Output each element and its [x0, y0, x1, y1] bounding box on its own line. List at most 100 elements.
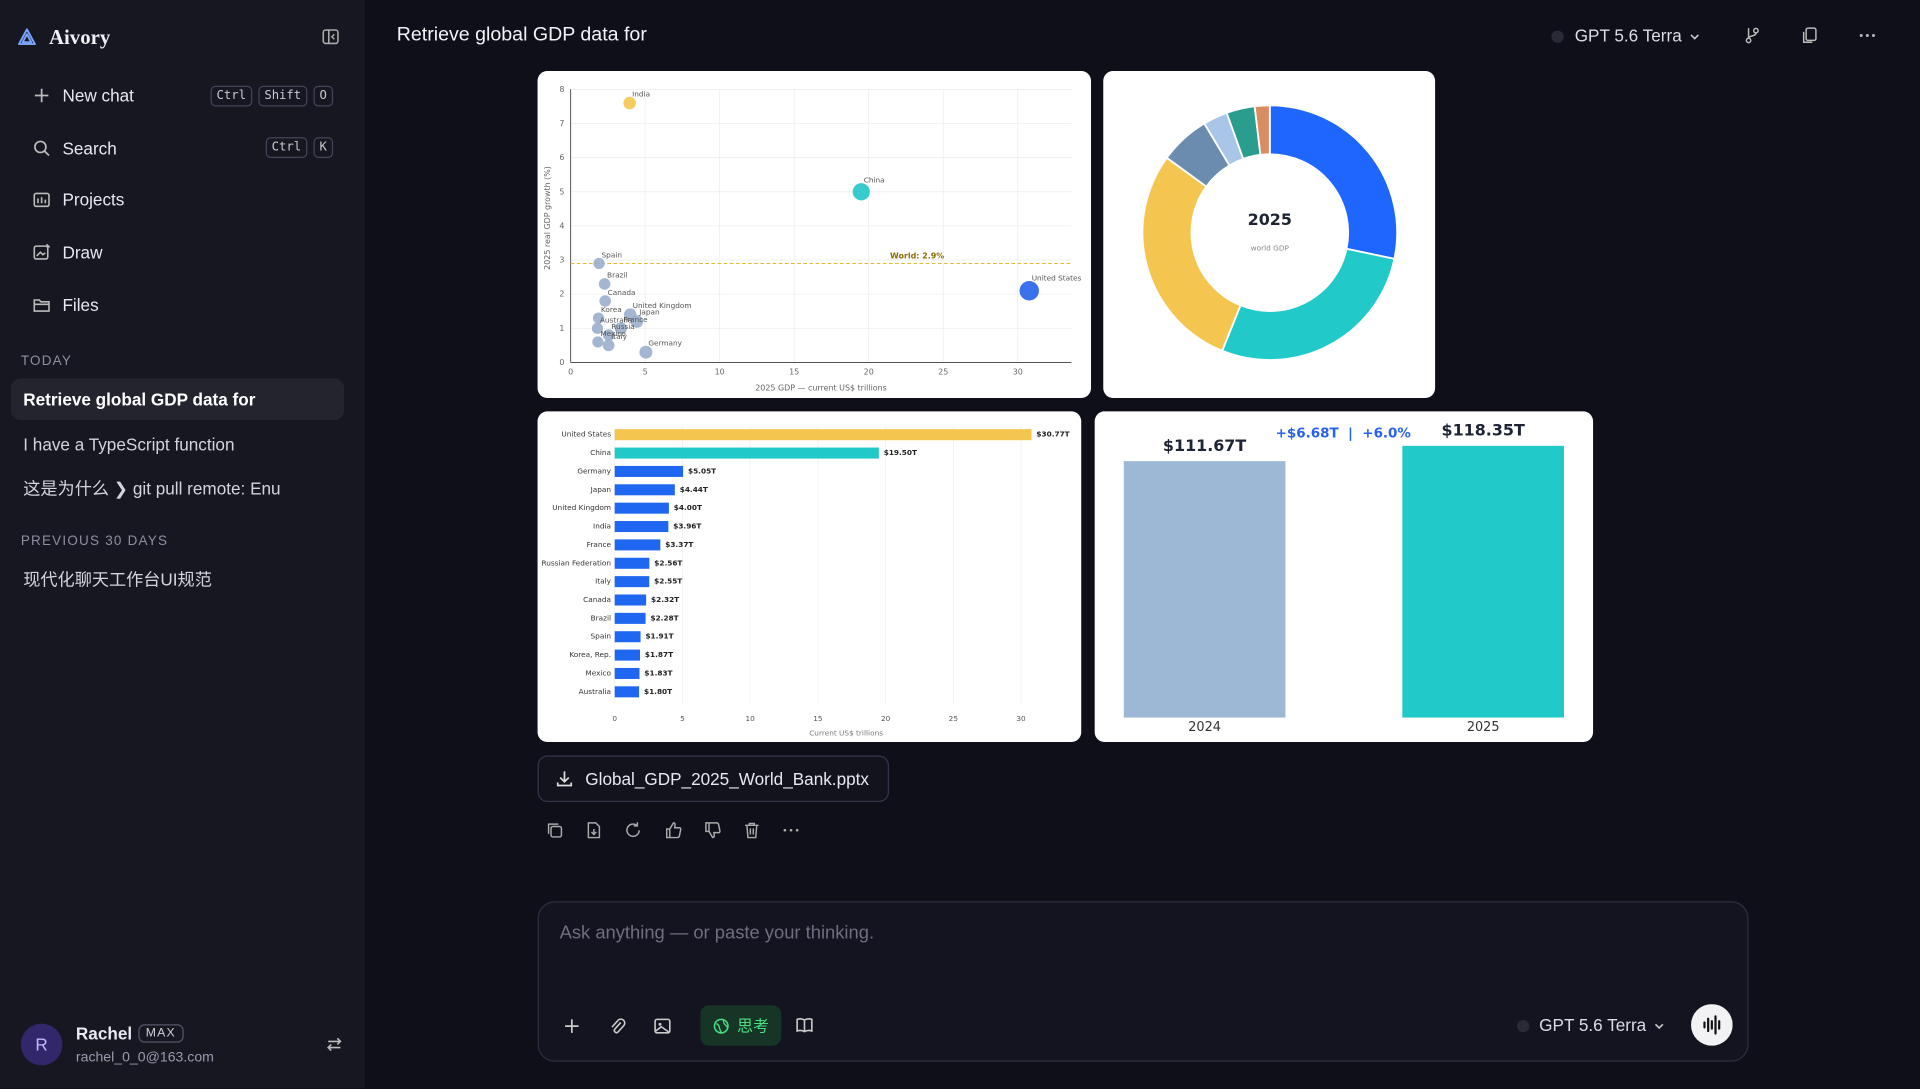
- regenerate-button[interactable]: [624, 820, 644, 840]
- chart-card[interactable]: $111.67T 2024 $118.35T 2025 +$6.68T | +6.0%: [1094, 411, 1594, 743]
- value-label: $19.50T: [884, 448, 917, 457]
- chat-item[interactable]: Retrieve global GDP data for: [11, 378, 345, 421]
- value-label: $1.91T: [645, 632, 673, 641]
- nav-label: Search: [62, 137, 117, 158]
- chart-card[interactable]: 2025 world GDP: [1103, 71, 1436, 398]
- dislike-button[interactable]: [703, 820, 723, 840]
- nav-item[interactable]: New chat Ctrl Shift O: [20, 75, 346, 117]
- y-tick-label: 2: [559, 290, 564, 299]
- chat-item[interactable]: 现代化聊天工作台UI规范: [23, 569, 212, 589]
- model-icon: [1517, 1020, 1530, 1033]
- value-label: $3.96T: [673, 522, 701, 531]
- point-label: India: [632, 89, 650, 98]
- x-tick-label: 30: [1016, 714, 1026, 723]
- value-label: $118.35T: [1442, 421, 1525, 440]
- nav-item[interactable]: Projects: [20, 179, 346, 221]
- composer[interactable]: Ask anything — or paste your thinking. 思…: [537, 901, 1749, 1062]
- more-button[interactable]: [1858, 26, 1878, 46]
- chart-card[interactable]: 0 5 10 15 20 25 30 United States $30.77T China $19…: [537, 411, 1082, 743]
- x-tick-label: 0: [568, 368, 573, 377]
- add-button[interactable]: [562, 1016, 582, 1036]
- icon-part: [704, 822, 721, 839]
- icon-part: [713, 1018, 729, 1034]
- attachment-name: Global_GDP_2025_World_Bank.pptx: [585, 768, 869, 789]
- x-tick-label: 5: [680, 714, 685, 723]
- donut-slice: [1268, 104, 1399, 260]
- x-tick-label: 20: [864, 368, 874, 377]
- bar: [614, 484, 675, 496]
- icon-part: [1872, 34, 1875, 37]
- x-tick-label: 25: [949, 714, 959, 723]
- bar: [614, 521, 669, 533]
- collapse-button[interactable]: [321, 27, 341, 47]
- icon-part: [34, 88, 49, 103]
- y-tick-label: 8: [559, 85, 564, 94]
- bar: [614, 502, 669, 514]
- x-tick-label: 15: [789, 368, 799, 377]
- icon-part: [37, 197, 47, 204]
- x-tick-label: 10: [745, 714, 755, 723]
- nav-label: Files: [62, 294, 99, 315]
- library-button[interactable]: [795, 1015, 815, 1035]
- x-tick-label: 2025: [1467, 720, 1500, 735]
- point: [591, 322, 604, 334]
- icon-part: [18, 28, 36, 46]
- point: [639, 345, 653, 359]
- point-label: Korea: [601, 305, 622, 314]
- avatar[interactable]: R: [20, 1023, 63, 1066]
- branch-button[interactable]: [1742, 26, 1762, 46]
- nav-item[interactable]: Files: [20, 284, 346, 326]
- nav-item[interactable]: Search Ctrl K: [20, 127, 346, 169]
- voice-button[interactable]: [1691, 1004, 1733, 1046]
- more-button[interactable]: [781, 820, 801, 840]
- category-label: Brazil: [591, 613, 611, 622]
- point: [1019, 281, 1039, 301]
- x-tick-label: 2024: [1188, 720, 1221, 735]
- chat-item[interactable]: 这是为什么 ❯ git pull remote: Enu: [23, 478, 281, 499]
- copy-button[interactable]: [1800, 26, 1820, 46]
- point-label: Italy: [611, 332, 628, 341]
- think-toggle[interactable]: 思考: [700, 1005, 782, 1046]
- copy-button[interactable]: [545, 820, 565, 840]
- x-tick-label: 10: [715, 368, 725, 377]
- globe-icon: [713, 1018, 729, 1034]
- icon-part: [322, 29, 339, 45]
- shortcut: Ctrl Shift O: [210, 85, 334, 106]
- sidebar: Aivory R Rachel MAX rachel_0_0@163.com N…: [0, 0, 365, 1089]
- value-label: $1.83T: [644, 668, 672, 677]
- attachment[interactable]: Global_GDP_2025_World_Bank.pptx: [537, 755, 889, 803]
- icon-part: [33, 298, 50, 312]
- bar: [614, 594, 647, 606]
- value-label: $2.55T: [654, 577, 682, 586]
- icon-part: [1865, 34, 1869, 37]
- donut-slice: [1253, 104, 1271, 156]
- point: [623, 96, 636, 110]
- x-tick-label: 30: [1013, 368, 1023, 377]
- icon-part: [626, 822, 641, 838]
- value-label: $2.56T: [654, 558, 682, 567]
- point-label: Canada: [608, 288, 636, 297]
- like-button[interactable]: [663, 820, 683, 840]
- point-label: China: [864, 176, 885, 185]
- switch-button[interactable]: [324, 1035, 344, 1055]
- composer-model[interactable]: GPT 5.6 Terra: [1539, 1015, 1647, 1035]
- composer-placeholder[interactable]: Ask anything — or paste your thinking.: [559, 922, 875, 944]
- model-selector[interactable]: GPT 5.6 Terra: [1574, 25, 1682, 46]
- point-label: United States: [1032, 274, 1082, 283]
- image-button[interactable]: [653, 1016, 673, 1036]
- category-label: Russian Federation: [541, 558, 611, 567]
- attach-button[interactable]: [607, 1016, 627, 1036]
- delete-button[interactable]: [742, 820, 762, 840]
- key: K: [313, 137, 334, 159]
- change-annotation: +$6.68T | +6.0%: [1276, 426, 1412, 441]
- chevron: [1690, 34, 1699, 40]
- icon-part: [327, 1037, 342, 1052]
- chat-item[interactable]: I have a TypeScript function: [23, 434, 235, 454]
- point-label: United Kingdom: [633, 301, 692, 310]
- nav-item[interactable]: Draw: [20, 232, 346, 274]
- point-label: Russia: [611, 322, 635, 331]
- icon-part: [44, 150, 50, 156]
- export-button[interactable]: [584, 820, 604, 840]
- chart-card[interactable]: 0 5 10 15 20 25 30 0 1 2 3 4 5 6 7 8 World: 2.9% India Chi…: [537, 71, 1092, 398]
